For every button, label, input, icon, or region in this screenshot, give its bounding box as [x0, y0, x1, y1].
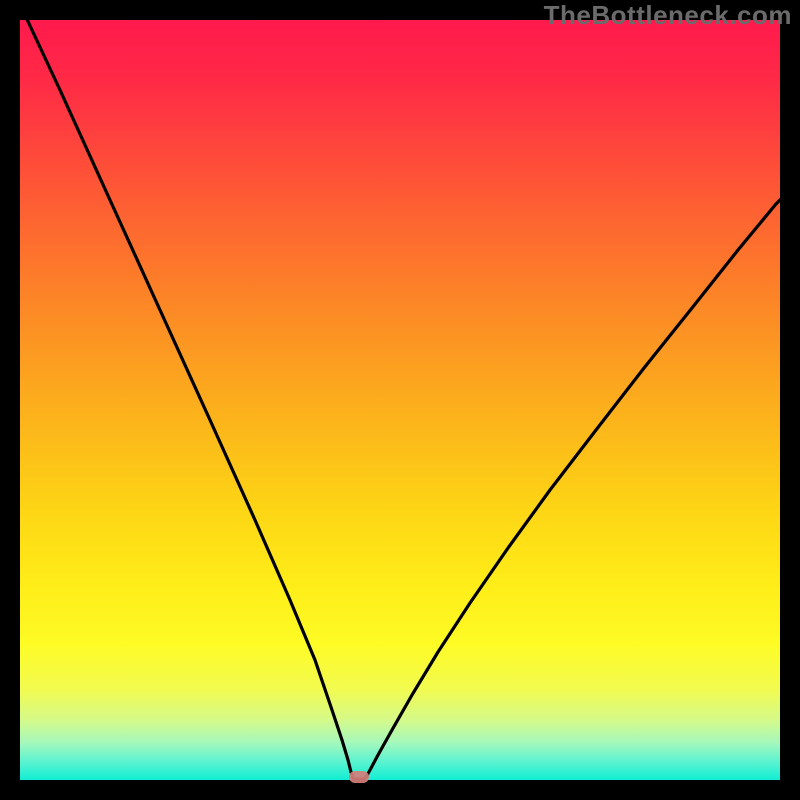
optimum-marker [349, 771, 369, 783]
bottleneck-chart [0, 0, 800, 800]
watermark-text: TheBottleneck.com [544, 0, 792, 31]
plot-background [20, 20, 780, 780]
chart-stage: TheBottleneck.com [0, 0, 800, 800]
